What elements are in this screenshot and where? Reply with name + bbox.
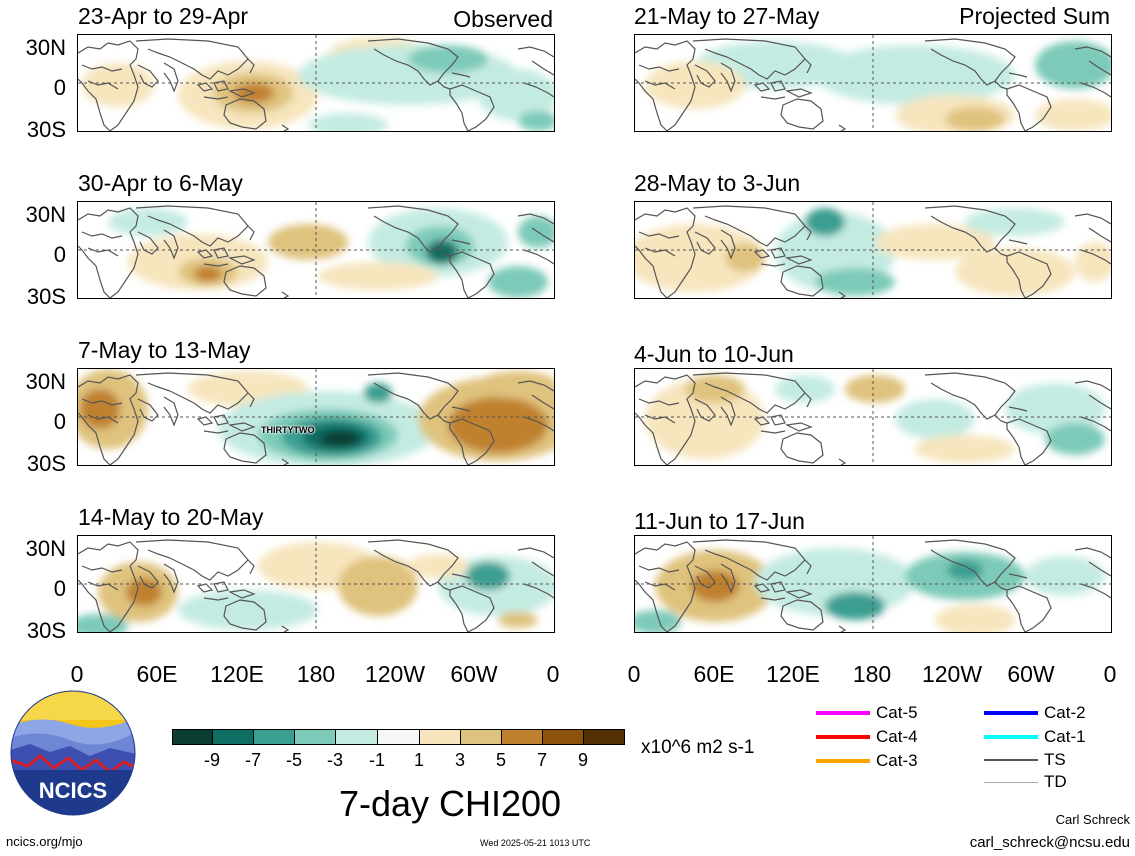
lon-label: 180: [852, 661, 892, 687]
lon-label: 120E: [210, 661, 264, 687]
lat-label-30s: 30S: [26, 451, 66, 476]
lat-label-eq: 0: [53, 409, 66, 434]
colorbar-tick-label: -7: [244, 750, 261, 770]
figure-title: 7-day CHI200: [338, 783, 562, 824]
legend-label-cat4: Cat-4: [876, 727, 918, 746]
colorbar-tick-label: -3: [326, 750, 343, 770]
legend-label-cat1: Cat-1: [1044, 727, 1086, 746]
panel-title-l3: 7-May to 13-May: [78, 337, 251, 363]
map-panel-l3: [77, 368, 555, 466]
legend-label-cat5: Cat-5: [876, 703, 918, 722]
colorbar-segment: [294, 729, 336, 745]
legend-line-ts: [984, 759, 1038, 761]
map-panel-l1: [77, 34, 555, 132]
colorbar-segment: [583, 729, 625, 745]
lat-label-30n: 30N: [25, 536, 66, 561]
colorbar-segment: [542, 729, 584, 745]
map-panel-l2: [77, 201, 555, 299]
colorbar-tick-label: 5: [495, 750, 506, 770]
panel-title-r1: 21-May to 27-May: [634, 3, 820, 29]
panel-title-r2: 28-May to 3-Jun: [634, 170, 801, 196]
legend-label-td: TD: [1044, 772, 1067, 791]
legend-label-cat3: Cat-3: [876, 751, 918, 770]
anomaly-map: [78, 369, 554, 465]
lon-label: 0: [70, 661, 84, 687]
lat-label-30s: 30S: [26, 117, 66, 142]
colorbar-tick-label: 9: [577, 750, 588, 770]
legend-line-cat1: [984, 735, 1038, 739]
colorbar-tick-label: 1: [413, 750, 424, 770]
lon-label: 60W: [1007, 661, 1055, 687]
legend-line-cat5: [816, 711, 870, 715]
panel-title-l1: 23-Apr to 29-Apr: [78, 3, 249, 29]
colorbar-tick-label: 7: [536, 750, 547, 770]
lon-label: 180: [296, 661, 336, 687]
colorbar-segment: [460, 729, 502, 745]
lat-label-30n: 30N: [25, 369, 66, 394]
lat-label-eq: 0: [53, 75, 66, 100]
legend-label-cat2: Cat-2: [1044, 703, 1086, 722]
colorbar-tick-label: -5: [285, 750, 302, 770]
lon-label: 60W: [450, 661, 498, 687]
anomaly-map: [635, 35, 1111, 131]
credit-name: Carl Schreck: [1055, 812, 1130, 827]
footer-url: ncics.org/mjo: [6, 834, 83, 849]
lon-label: 0: [546, 661, 560, 687]
anomaly-map: [78, 536, 554, 632]
colorbar-segment: [172, 729, 213, 745]
anomaly-map: [635, 202, 1111, 298]
colorbar-segment: [419, 729, 461, 745]
lat-label-30s: 30S: [26, 618, 66, 643]
lon-label: 60E: [693, 661, 735, 687]
colorbar-tick-label: -9: [203, 750, 220, 770]
map-panel-l4: [77, 535, 555, 633]
footer-timestamp: Wed 2025-05-21 1013 UTC: [480, 838, 591, 848]
colorbar-segment: [377, 729, 420, 745]
legend-label-ts: TS: [1044, 750, 1066, 769]
lon-label: 0: [627, 661, 641, 687]
legend-line-td: [984, 782, 1038, 783]
legend-line-cat3: [816, 759, 870, 763]
anomaly-map: [78, 202, 554, 298]
column-header-projected: Projected Sum: [959, 3, 1110, 29]
colorbar-segment: [212, 729, 254, 745]
colorbar-segment: [501, 729, 543, 745]
lat-label-30s: 30S: [26, 284, 66, 309]
map-panel-r2: [634, 201, 1112, 299]
map-panel-r3: [634, 368, 1112, 466]
colorbar-tick-label: -1: [368, 750, 385, 770]
anomaly-map: [635, 536, 1111, 632]
panel-title-r4: 11-Jun to 17-Jun: [634, 508, 805, 534]
lon-label: 60E: [136, 661, 178, 687]
colorbar-segment: [253, 729, 295, 745]
map-panel-r1: [634, 34, 1112, 132]
panel-title-r3: 4-Jun to 10-Jun: [634, 341, 794, 367]
colorbar-tick-label: 3: [454, 750, 465, 770]
panel-title-l2: 30-Apr to 6-May: [78, 170, 243, 196]
column-header-observed: Observed: [453, 6, 553, 32]
lon-label: 120E: [766, 661, 820, 687]
ncics-logo: NCICS: [10, 690, 136, 816]
lon-label: 120W: [364, 661, 426, 687]
panel-title-l4: 14-May to 20-May: [78, 504, 264, 530]
credit-email: carl_schreck@ncsu.edu: [969, 834, 1130, 851]
legend-line-cat2: [984, 711, 1038, 715]
anomaly-map: [78, 35, 554, 131]
legend-line-cat4: [816, 735, 870, 739]
storm-track-label: THIRTYTWO: [261, 425, 315, 435]
lat-label-30n: 30N: [25, 35, 66, 60]
colorbar-segment: [335, 729, 378, 745]
colorbar-unit: x10^6 m2 s-1: [641, 737, 755, 758]
lat-label-eq: 0: [53, 242, 66, 267]
lon-label: 0: [1103, 661, 1117, 687]
lat-label-eq: 0: [53, 576, 66, 601]
anomaly-map: [635, 369, 1111, 465]
ncics-logo-text: NCICS: [39, 778, 107, 803]
lon-label: 120W: [921, 661, 983, 687]
map-panel-r4: [634, 535, 1112, 633]
lat-label-30n: 30N: [25, 202, 66, 227]
